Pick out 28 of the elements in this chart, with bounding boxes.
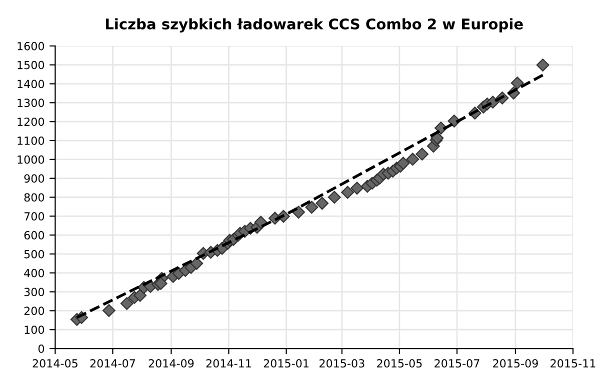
- y-tick-label: 900: [24, 174, 44, 183]
- y-tick-label: 500: [24, 250, 44, 258]
- y-tick-label: 0: [38, 344, 44, 353]
- x-tick-label: 2015-11: [550, 359, 596, 368]
- y-tick-label: 400: [24, 268, 44, 278]
- y-tick-label: 1500: [18, 60, 44, 70]
- x-tick-label: 2015-01: [264, 359, 308, 368]
- y-tick-label: 1300: [18, 98, 44, 108]
- y-tick-label: 300: [24, 288, 44, 296]
- x-tick-label: 2015-09: [493, 359, 538, 368]
- y-tick-label: 1400: [18, 80, 44, 88]
- x-tick-label: 2015-07: [434, 359, 480, 368]
- x-tick-label: 2015-03: [320, 359, 364, 368]
- y-tick-label: 700: [24, 212, 44, 221]
- y-tick-label: 1000: [18, 155, 44, 164]
- y-tick-label: 600: [24, 231, 44, 240]
- y-tick-label: 800: [24, 193, 44, 202]
- x-tick-label: 2015-05: [377, 359, 422, 368]
- x-tick-label: 2014-11: [206, 359, 251, 368]
- x-tick-label: 2014-05: [32, 359, 78, 368]
- y-tick-label: 1100: [18, 136, 44, 145]
- y-tick-label: 1200: [18, 118, 44, 126]
- chart-title: Liczba szybkich ładowarek CCS Combo 2 w Europie: [106, 18, 523, 32]
- y-tick-label: 100: [24, 326, 44, 334]
- x-tick-label: 2014-09: [148, 359, 194, 368]
- x-tick-label: 2014-07: [90, 359, 135, 368]
- y-tick-label: 1600: [18, 42, 44, 50]
- y-tick-label: 200: [24, 306, 44, 316]
